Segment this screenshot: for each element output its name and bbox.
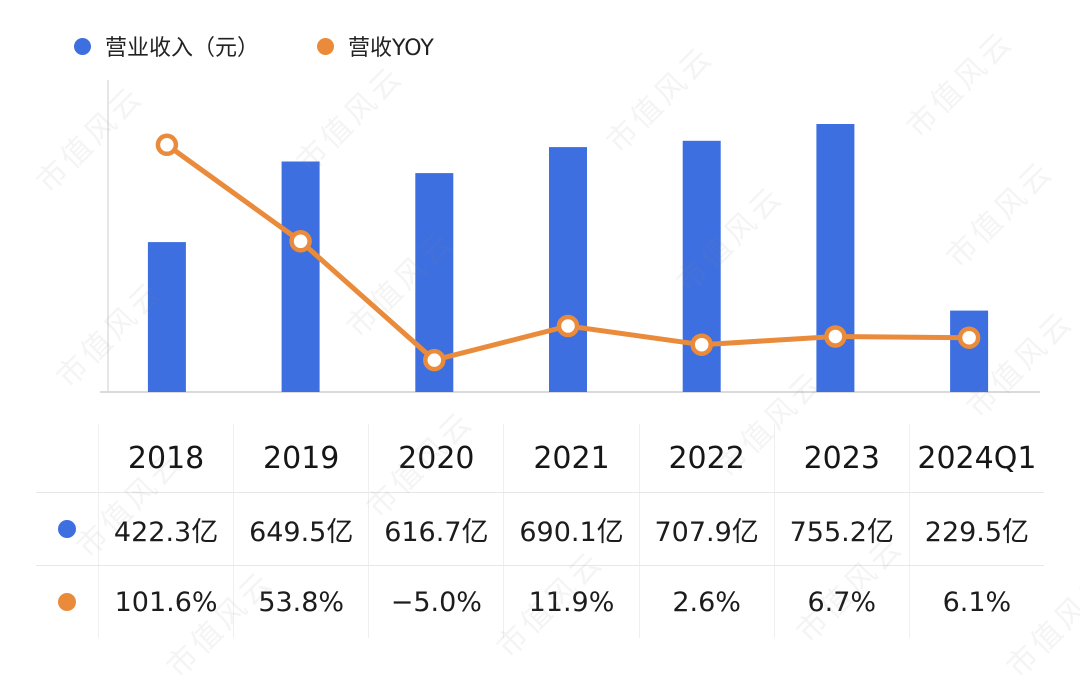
- yoy-row-dot-cell: [36, 566, 98, 638]
- yoy-row-value-2020: −5.0%: [368, 566, 503, 638]
- yoy-marker-2021: [556, 314, 580, 338]
- yoy-row-value-2021: 11.9%: [503, 566, 638, 638]
- bars-group: [147, 124, 989, 392]
- table-row-revenue-row: 422.3亿 649.5亿 616.7亿 690.1亿 707.9亿 755.2亿 229.…: [36, 492, 1044, 565]
- yoy-row-dot: [58, 593, 76, 611]
- yoy-legend-dot: [317, 37, 335, 55]
- revenue-row-dot: [58, 520, 76, 538]
- revenue-bar-2021: [549, 147, 587, 392]
- yoy-row-value-2022: 2.6%: [638, 566, 774, 638]
- yoy-marker-2023: [824, 325, 847, 348]
- yoy-row-value-2019: 53.8%: [233, 566, 368, 638]
- revenue-row-value-2024Q1: 229.5亿: [908, 493, 1044, 565]
- yoy-marker-2018: [155, 133, 179, 157]
- table-corner-cell: [36, 424, 98, 492]
- data-table: 2018 2019 2020 2021 2022 2023 2024Q1 422.3亿 649.…: [36, 424, 1044, 638]
- yoy-row-value-2024Q1: 6.1%: [908, 566, 1044, 638]
- bar-line-chart: [100, 80, 1040, 393]
- revenue-legend-label: 营业收入（元）: [105, 36, 260, 61]
- revenue-bar-2023: [816, 124, 855, 392]
- yoy-line-group: [155, 133, 981, 372]
- revenue-bar-2024Q1: [950, 310, 989, 392]
- yoy-marker-2024Q1: [957, 326, 981, 349]
- year-header-2021: 2021: [503, 424, 638, 492]
- revenue-legend-dot: [74, 37, 91, 55]
- yoy-marker-2022: [690, 333, 713, 356]
- table-header-row: 2018 2019 2020 2021 2022 2023 2024Q1: [36, 424, 1044, 492]
- revenue-row-value-2022: 707.9亿: [638, 493, 774, 565]
- revenue-row-value-2021: 690.1亿: [503, 493, 638, 565]
- yoy-marker-2020: [423, 348, 446, 372]
- table-row-yoy-row: 101.6% 53.8% −5.0% 11.9% 2.6% 6.7% 6.1%: [36, 565, 1044, 638]
- legend-item-yoy: 营收YOY: [317, 30, 434, 62]
- revenue-row-value-2019: 649.5亿: [233, 493, 368, 565]
- year-header-2023: 2023: [773, 424, 909, 492]
- year-header-2020: 2020: [368, 424, 503, 492]
- year-header-2022: 2022: [638, 424, 774, 492]
- chart-legend: 营业收入（元） 营收YOY: [74, 30, 434, 62]
- yoy-legend-label: 营收YOY: [348, 36, 434, 61]
- revenue-row-value-2020: 616.7亿: [368, 493, 503, 565]
- revenue-bar-2019: [281, 161, 320, 392]
- revenue-row-value-2023: 755.2亿: [773, 493, 909, 565]
- revenue-row-dot-cell: [36, 493, 98, 565]
- year-header-2024Q1: 2024Q1: [908, 424, 1044, 492]
- revenue-row-value-2018: 422.3亿: [98, 493, 233, 565]
- year-header-2019: 2019: [233, 424, 368, 492]
- revenue-bar-2018: [147, 242, 186, 392]
- year-header-2018: 2018: [98, 424, 233, 492]
- yoy-row-value-2023: 6.7%: [773, 566, 909, 638]
- yoy-marker-2019: [289, 230, 312, 253]
- legend-item-revenue: 营业收入（元）: [74, 30, 259, 62]
- yoy-row-value-2018: 101.6%: [98, 566, 233, 638]
